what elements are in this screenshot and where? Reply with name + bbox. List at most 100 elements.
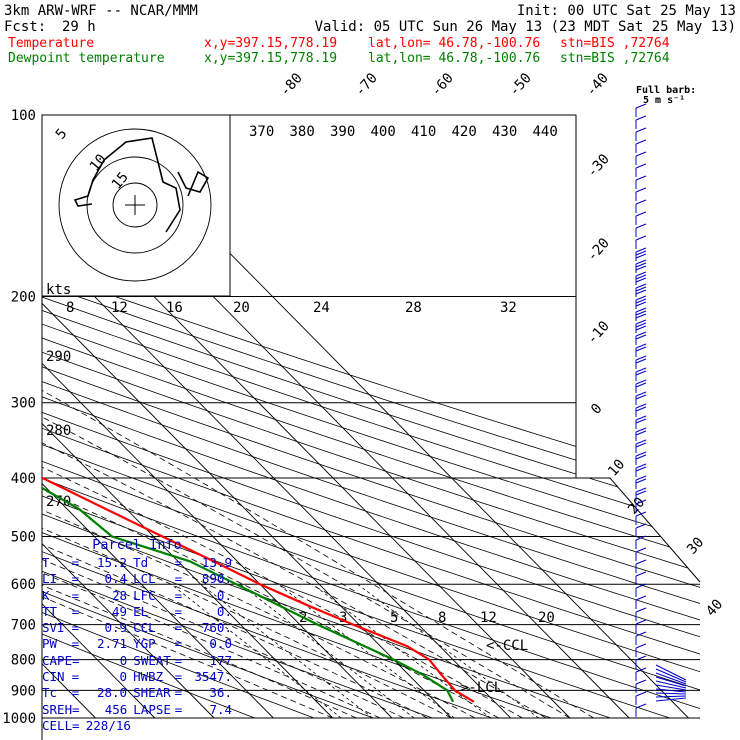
- wind-barb: [655, 668, 687, 683]
- wind-barb-flag: [635, 253, 647, 259]
- wind-barb-flag: [635, 289, 647, 295]
- wind-barb: [655, 697, 687, 702]
- parcel-info-cell: 0.4: [104, 571, 128, 587]
- wind-barb-flag: [635, 151, 647, 157]
- isotherm-label: -10: [584, 318, 613, 348]
- upper-temp-label: 32: [500, 300, 517, 316]
- parcel-info-row: T = 15.2 Td = 13.9: [42, 555, 232, 571]
- moist-adiabat: [42, 296, 571, 719]
- wind-barb-flag: [635, 199, 647, 205]
- wind-barb-flag: [635, 679, 647, 685]
- wind-barb-flag: [635, 262, 647, 268]
- isotherm-label: -40: [583, 70, 612, 100]
- parcel-info-cell: CELL: [42, 717, 73, 733]
- moist-adiabat: [42, 296, 594, 719]
- wind-barb: [655, 676, 687, 687]
- wind-barb-flag: [635, 274, 647, 280]
- parcel-info-row: TT = 49 EL = 0.: [42, 604, 232, 620]
- parcel-info-cell: CCL: [133, 620, 156, 636]
- wind-barb-flag: [635, 163, 647, 169]
- upper-temp-label: 24: [313, 300, 330, 316]
- pressure-label: 200: [11, 290, 36, 306]
- parcel-info-cell: CAPE: [42, 652, 73, 668]
- parcel-info-cell: HWBZ: [133, 669, 164, 685]
- moist-adiabat: [42, 296, 357, 719]
- isotherm-line: [42, 115, 452, 719]
- wind-barb-flag: [635, 322, 647, 328]
- wind-barb-flag: [635, 391, 647, 397]
- parcel-info-cell: CIN: [42, 669, 65, 685]
- parcel-info-row: Tc = 28.0 SHEAR = 36.: [42, 685, 232, 701]
- theta-label: 390: [330, 124, 355, 140]
- wind-barb-flag: [635, 283, 647, 289]
- mixing-ratio-label: 12: [480, 610, 497, 626]
- wind-barb-flag: [635, 439, 647, 445]
- isotherm-line: [42, 115, 393, 719]
- parcel-info-cell: =: [71, 685, 80, 701]
- temp-stn: stn=BIS ,72764: [560, 36, 670, 51]
- parcel-info-cell: YGP: [133, 636, 156, 652]
- parcel-info-cell: =: [174, 587, 183, 603]
- pressure-label: 800: [11, 653, 36, 669]
- upper-temp-label: 20: [233, 300, 250, 316]
- parcel-info-cell: 0: [119, 652, 128, 668]
- moist-adiabat: [42, 296, 405, 719]
- dry-adiabat: [42, 115, 255, 719]
- mixing-ratio-label: 8: [438, 610, 446, 626]
- parcel-info-row: SVI = 0.9 CCL = 760.: [42, 620, 232, 636]
- wind-barb-flag: [635, 346, 647, 352]
- wind-barb-flag: [635, 265, 647, 271]
- upper-temp-label: 28: [405, 300, 422, 316]
- dry-adiabat: [42, 115, 374, 719]
- theta-label: 420: [452, 124, 477, 140]
- parcel-info-cell: K: [42, 587, 50, 603]
- parcel-info-cell: =: [72, 652, 80, 668]
- dry-adiabat-label: 290: [46, 349, 71, 365]
- wind-barb-flag: [635, 286, 647, 292]
- wind-barb-flag: [635, 478, 647, 484]
- parcel-info-cell: 2.71: [96, 636, 128, 652]
- wind-barb: [655, 688, 687, 693]
- moist-adiabat: [42, 296, 381, 719]
- wind-barb: [655, 680, 687, 689]
- upper-temp-label: 12: [111, 300, 128, 316]
- pressure-label: 600: [11, 577, 36, 593]
- wind-barb-flag: [635, 355, 647, 361]
- wind-barb-flag: [635, 454, 647, 460]
- valid-time: Valid: 05 UTC Sun 26 May 13 (23 MDT Sat …: [314, 19, 736, 35]
- wind-barb-flag: [635, 535, 647, 541]
- parcel-info-cell: [175, 718, 189, 734]
- dry-adiabat: [42, 115, 700, 719]
- dry-adiabat: [42, 115, 700, 719]
- wind-barb-flag: [635, 523, 647, 529]
- pressure-label: 1000: [2, 711, 36, 727]
- parcel-info-cell: =: [174, 636, 183, 652]
- pressure-label: 500: [11, 529, 36, 545]
- wind-barb: [655, 672, 687, 685]
- wind-barb-flag: [635, 307, 647, 313]
- wind-barb-flag: [635, 139, 647, 145]
- plot-frame-right: [42, 114, 701, 583]
- fcst-label: Fcst:: [4, 19, 47, 35]
- wind-barb-flag: [635, 223, 647, 229]
- wind-barb-flag: [635, 547, 647, 553]
- mixing-ratio-label: 3: [339, 610, 347, 626]
- wind-barb: [655, 692, 687, 695]
- parcel-info-cell: =: [174, 603, 183, 619]
- parcel-info-cell: 0.: [216, 587, 232, 603]
- isotherm-line: [42, 115, 334, 719]
- theta-label: 440: [533, 124, 558, 140]
- temp-latlon: lat,lon= 46.78,-100.76: [368, 36, 541, 51]
- mixing-ratio-line: [239, 583, 415, 719]
- dry-adiabat: [42, 115, 700, 719]
- isotherm-label: 40: [703, 596, 726, 619]
- parcel-info-cell: 7.4: [209, 701, 233, 717]
- isotherm-label: -50: [506, 70, 535, 100]
- wind-barb-flag: [635, 415, 647, 421]
- dry-adiabat: [42, 115, 493, 719]
- wind-barb-flag: [635, 607, 647, 613]
- wind-barb-flag: [635, 451, 647, 457]
- wind-barb-flag: [635, 103, 647, 109]
- wind-barb-flag: [635, 250, 647, 256]
- mixing-ratio-line: [357, 583, 539, 719]
